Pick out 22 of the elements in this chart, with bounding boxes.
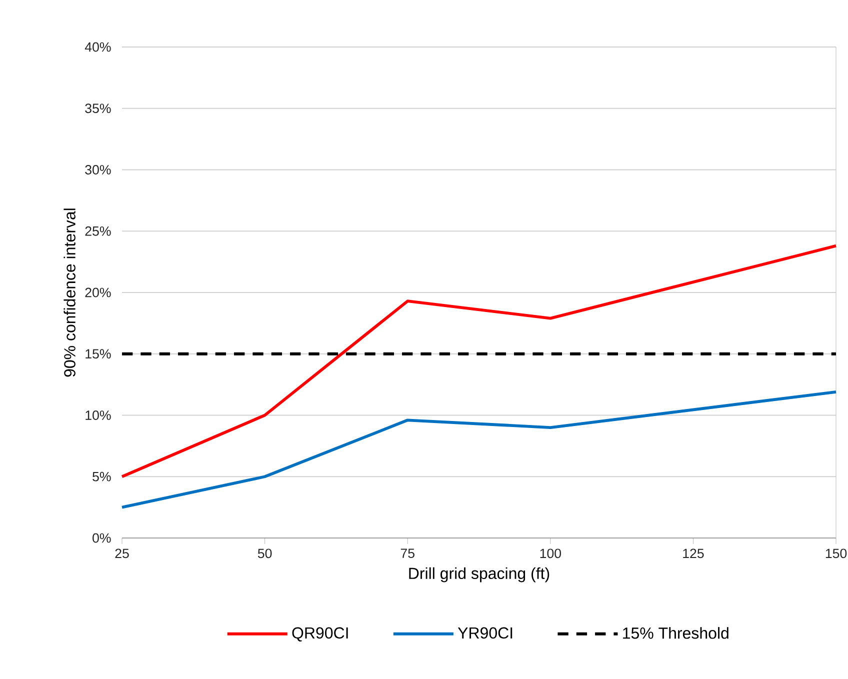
legend-label: QR90CI (292, 627, 348, 642)
x-tick-label: 150 (826, 548, 847, 558)
y-tick-label: 15% (86, 349, 111, 359)
x-tick-label: 125 (683, 548, 704, 558)
y-tick-label: 10% (86, 410, 111, 420)
y-tick-label: 25% (85, 226, 111, 236)
x-tick-label: 75 (400, 548, 414, 558)
y-tick-label: 30% (85, 165, 111, 174)
x-tick-label: 25 (115, 548, 129, 558)
x-axis-title: Drill grid spacing (ft) (409, 567, 550, 582)
y-tick-label: 0% (92, 533, 111, 543)
y-tick-label: 40% (84, 42, 111, 52)
y-axis-title: 90% confidence interval (64, 208, 76, 377)
x-tick-label: 50 (258, 548, 272, 558)
y-tick-label: 5% (92, 472, 111, 482)
legend-label: 15% Threshold (623, 627, 728, 639)
line-series (120, 244, 838, 478)
x-tick-label: 100 (540, 548, 562, 558)
y-tick-label: 20% (85, 288, 111, 298)
legend-label: YR90CI (458, 627, 512, 639)
y-tick-label: 35% (85, 104, 111, 114)
line-series (120, 390, 838, 509)
